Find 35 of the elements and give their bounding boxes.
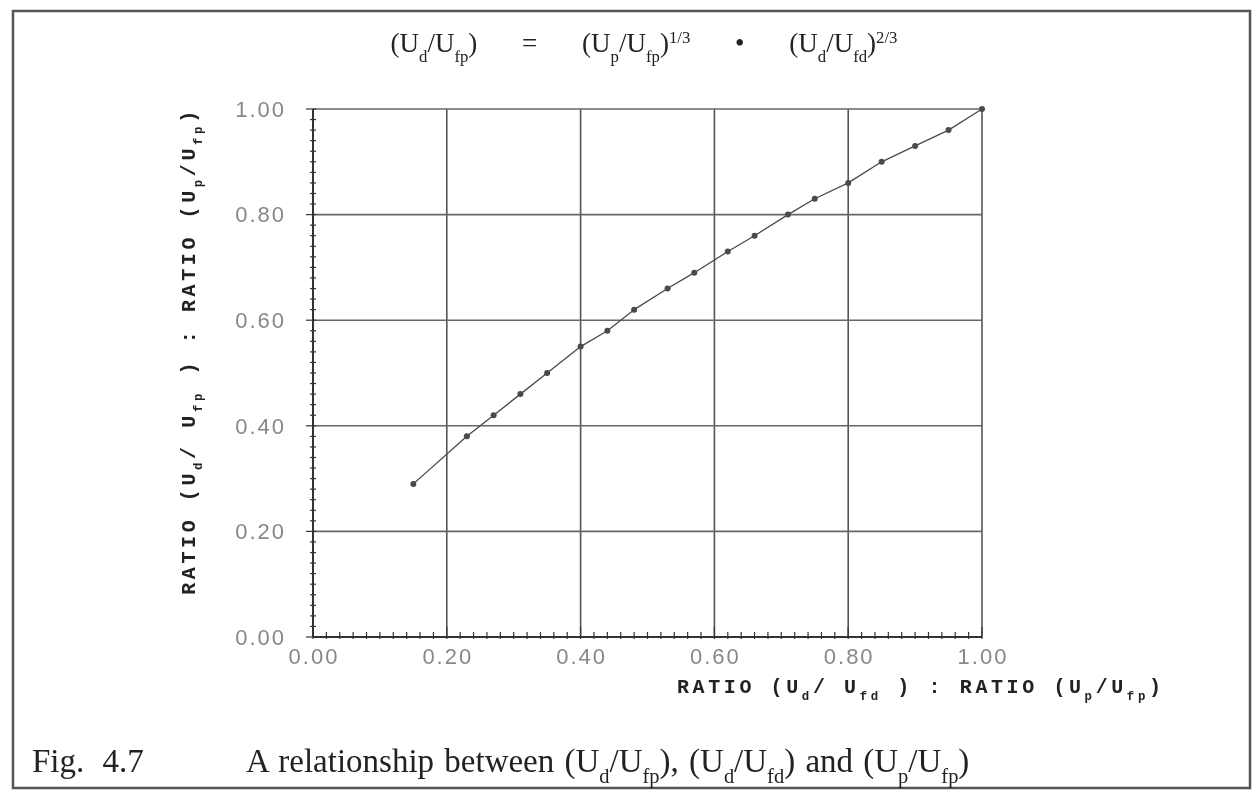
x-tick-label: 0.60 — [689, 644, 741, 669]
point — [604, 327, 611, 334]
point — [544, 370, 551, 376]
point — [631, 306, 638, 313]
x-tick-label: 0.40 — [556, 644, 608, 669]
y-tick-label: 1.00 — [235, 96, 286, 122]
x-tick-label: 0.20 — [422, 644, 474, 669]
x-tick-label: 1.00 — [957, 644, 1009, 669]
point — [517, 391, 524, 398]
point — [577, 343, 584, 350]
point — [912, 142, 919, 149]
x-tick-label: 0.80 — [823, 644, 875, 669]
point — [490, 412, 497, 419]
text: RATIO (U$_{d}$/ U$_{fd}$ ) : RATIO (U$_{p}$/U$_{fp}$) — [677, 676, 1165, 704]
caption: Fig. 4.7 — [32, 743, 144, 779]
point — [811, 195, 818, 202]
y-tick-label: 0.80 — [235, 202, 286, 228]
x-tick-label: 0.00 — [288, 644, 340, 669]
point — [979, 106, 985, 112]
y-tick-label: 0.40 — [235, 413, 286, 439]
point — [945, 127, 952, 134]
y-tick-label: 0.00 — [235, 624, 286, 650]
point — [751, 232, 758, 239]
point — [784, 211, 791, 218]
y-tick-label: 0.20 — [235, 519, 286, 545]
point — [463, 433, 470, 440]
point — [724, 248, 731, 255]
y-tick-label: 0.60 — [235, 307, 286, 333]
point — [878, 158, 885, 165]
point — [845, 179, 852, 186]
text: A relationship between (U$_{d}$/U$_{fp}$), (U$_{d}$/U$_{fd}$) and (U$_{p}$/U$_{fp}$) — [246, 743, 970, 787]
point — [664, 285, 671, 292]
point — [691, 269, 698, 276]
point — [410, 480, 417, 487]
chart-title: (U$_{d}$/U$_{fp}$) = (U$_{p}$/U$_{fp}$)$^{1/3}$ • (U$_{d}$/U$_{fd}$)$^{2/3}$ — [390, 27, 898, 66]
